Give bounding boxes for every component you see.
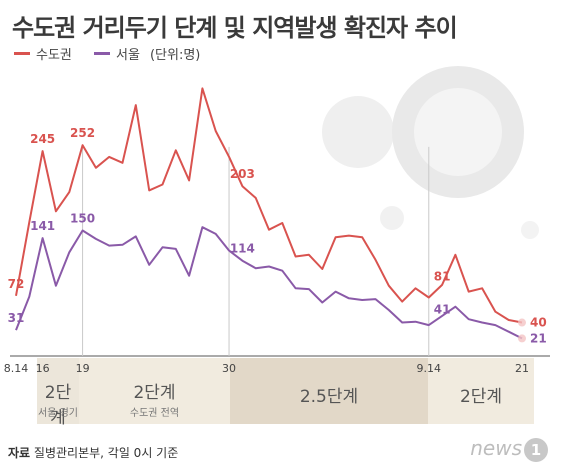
phase-label-3: 2.5단계 bbox=[299, 387, 359, 407]
x-tick-label-8.14: 8.14 bbox=[4, 362, 29, 375]
footer-source-label: 자료 bbox=[8, 446, 31, 460]
data-label-sudo-9.21: 40 bbox=[530, 316, 547, 330]
x-tick-label-9.14: 9.14 bbox=[417, 362, 442, 375]
x-tick-label-9.21: 21 bbox=[515, 362, 529, 375]
legend-item-sudo: 수도권 bbox=[14, 44, 72, 63]
phase-label-4: 2단계 bbox=[459, 387, 503, 407]
phase-band-3 bbox=[230, 358, 428, 424]
legend-label-seoul: 서울 bbox=[116, 48, 140, 63]
page-title: 수도권 거리두기 단계 및 지역발생 확진자 추이 bbox=[12, 14, 458, 42]
data-label-seoul-9.15: 41 bbox=[434, 303, 451, 317]
data-label-sudo-8.16: 245 bbox=[30, 132, 55, 146]
phase-sub-1: 서울·경기 bbox=[38, 408, 78, 419]
legend-item-seoul: 서울 (단위:명) bbox=[94, 44, 200, 63]
data-point-sudo-38 bbox=[518, 318, 526, 327]
phase-label-1: 2단계 bbox=[44, 383, 72, 428]
data-label-seoul-8.14: 31 bbox=[8, 311, 25, 325]
data-label-seoul-8.31: 114 bbox=[230, 242, 255, 256]
logo-mark: 1 bbox=[524, 438, 548, 462]
legend-unit: (단위:명) bbox=[149, 48, 201, 63]
data-label-seoul-9.21: 21 bbox=[530, 331, 547, 345]
logo-text: news bbox=[470, 436, 522, 460]
x-tick-label-8.30: 30 bbox=[222, 362, 236, 375]
data-label-seoul-8.19: 150 bbox=[70, 212, 95, 226]
data-label-sudo-8.31: 203 bbox=[230, 167, 255, 181]
series-line-seoul bbox=[15, 226, 523, 340]
data-label-seoul-8.16: 141 bbox=[30, 219, 55, 233]
legend-swatch-seoul bbox=[94, 52, 111, 55]
phase-band-2 bbox=[79, 358, 230, 424]
data-label-sudo-9.15: 81 bbox=[434, 269, 451, 283]
virus-decoration bbox=[322, 66, 539, 239]
footer-source-text: 질병관리본부, 각일 0시 기준 bbox=[33, 446, 179, 460]
x-tick-label-8.19: 19 bbox=[76, 362, 90, 375]
data-point-seoul-38 bbox=[518, 334, 526, 343]
phase-band-4 bbox=[428, 358, 534, 424]
phase-label-2: 2단계 bbox=[133, 383, 176, 403]
series-line-sudo bbox=[15, 87, 523, 324]
phase-band-1 bbox=[37, 358, 79, 424]
data-label-sudo-8.19: 252 bbox=[70, 126, 95, 140]
news1-logo: news 1 bbox=[470, 436, 548, 462]
legend-label-sudo: 수도권 bbox=[36, 48, 72, 63]
legend-swatch-sudo bbox=[14, 52, 30, 55]
phase-sub-2: 수도권 전역 bbox=[129, 408, 180, 419]
footer-source: 자료 질병관리본부, 각일 0시 기준 bbox=[8, 444, 178, 461]
data-label-sudo-8.14: 72 bbox=[8, 277, 25, 291]
x-tick-label-8.16: 16 bbox=[36, 362, 50, 375]
legend: 수도권 서울 (단위:명) bbox=[14, 44, 218, 63]
